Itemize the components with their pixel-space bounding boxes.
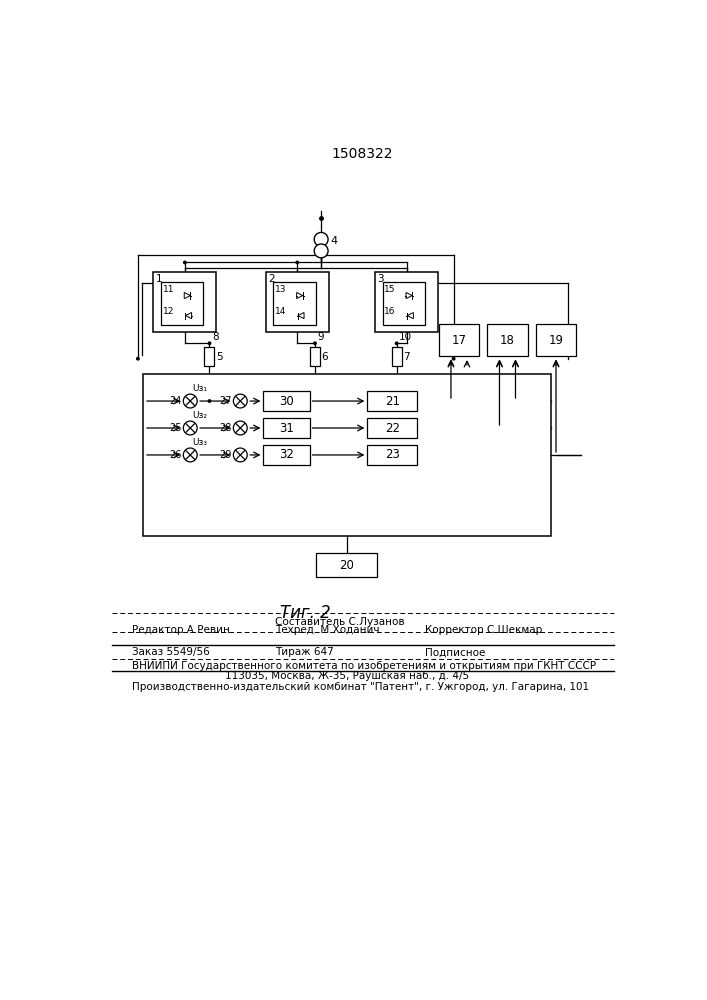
Text: 113035, Москва, Ж-35, Раушская наб., д. 4/5: 113035, Москва, Ж-35, Раушская наб., д. … (225, 671, 469, 681)
Text: 1508322: 1508322 (331, 147, 392, 161)
Text: Производственно-издательский комбинат "Патент", г. Ужгород, ул. Гагарина, 101: Производственно-издательский комбинат "П… (132, 682, 590, 692)
Text: 7: 7 (403, 352, 410, 362)
Text: Техред  М.Ходанич: Техред М.Ходанич (275, 625, 380, 635)
Text: 30: 30 (279, 395, 294, 408)
Text: 9: 9 (317, 332, 324, 342)
Bar (487, 324, 527, 356)
Bar (264, 418, 310, 438)
Text: 19: 19 (549, 334, 563, 347)
Bar (375, 272, 438, 332)
Text: 11: 11 (163, 285, 174, 294)
Text: 22: 22 (385, 422, 400, 434)
Text: 29: 29 (219, 450, 232, 460)
Text: Uз₃: Uз₃ (192, 438, 206, 447)
Bar (316, 553, 378, 577)
Text: Uз₁: Uз₁ (192, 384, 206, 393)
Circle shape (183, 261, 187, 264)
Text: 1: 1 (156, 274, 162, 284)
Circle shape (208, 399, 211, 403)
Bar (439, 324, 479, 356)
Text: 5: 5 (216, 352, 223, 362)
Polygon shape (406, 292, 412, 299)
Text: 15: 15 (385, 285, 396, 294)
Bar (264, 445, 310, 465)
Bar (264, 391, 310, 411)
Text: 4: 4 (330, 235, 337, 245)
Circle shape (452, 357, 455, 361)
Text: 6: 6 (322, 352, 328, 362)
Bar (310, 347, 320, 366)
Text: 27: 27 (219, 396, 232, 406)
Text: 17: 17 (452, 334, 467, 347)
Circle shape (314, 232, 328, 246)
Text: 23: 23 (385, 448, 399, 461)
Text: ВНИИПИ Государственного комитета по изобретениям и открытиям при ГКНТ СССР: ВНИИПИ Государственного комитета по изоб… (132, 661, 597, 671)
Circle shape (183, 448, 197, 462)
Text: 32: 32 (279, 448, 294, 461)
Bar (161, 282, 204, 325)
Text: 8: 8 (212, 332, 218, 342)
Text: Тираж 647: Тираж 647 (275, 647, 334, 657)
Circle shape (208, 341, 211, 345)
Bar (368, 445, 417, 465)
Circle shape (183, 421, 197, 435)
Polygon shape (185, 312, 192, 319)
Bar (382, 282, 425, 325)
Text: 28: 28 (219, 423, 232, 433)
Circle shape (233, 394, 247, 408)
Polygon shape (407, 312, 414, 319)
Circle shape (233, 421, 247, 435)
Circle shape (313, 341, 317, 345)
Circle shape (136, 357, 140, 361)
Text: Заказ 5549/56: Заказ 5549/56 (132, 647, 210, 657)
Bar (266, 272, 329, 332)
Circle shape (314, 244, 328, 258)
Polygon shape (298, 312, 304, 319)
Text: 13: 13 (275, 285, 286, 294)
Text: Корректор С.Шекмар: Корректор С.Шекмар (425, 625, 542, 635)
Text: Редактор А.Ревин: Редактор А.Ревин (132, 625, 230, 635)
Text: Uз₂: Uз₂ (192, 411, 206, 420)
Text: 24: 24 (170, 396, 182, 406)
Bar (368, 418, 417, 438)
Text: 2: 2 (268, 274, 274, 284)
Text: 16: 16 (385, 307, 396, 316)
Text: Подписное: Подписное (425, 647, 486, 657)
Text: 25: 25 (169, 423, 182, 433)
Text: Составитель С.Лузанов: Составитель С.Лузанов (275, 617, 404, 627)
Polygon shape (297, 292, 303, 299)
Text: 12: 12 (163, 307, 174, 316)
Bar (536, 324, 576, 356)
Circle shape (233, 448, 247, 462)
Bar (274, 282, 316, 325)
Circle shape (183, 394, 197, 408)
Circle shape (395, 341, 399, 345)
Bar (204, 347, 214, 366)
Text: 3: 3 (378, 274, 384, 284)
Text: 21: 21 (385, 395, 400, 408)
Text: Τиг. 2: Τиг. 2 (281, 604, 331, 622)
Text: 20: 20 (339, 559, 354, 572)
Text: 14: 14 (275, 307, 286, 316)
Text: 31: 31 (279, 422, 294, 434)
Text: 10: 10 (399, 332, 412, 342)
Bar (143, 374, 551, 536)
Bar (392, 347, 402, 366)
Bar (153, 272, 216, 332)
Bar (368, 391, 417, 411)
Polygon shape (185, 292, 190, 299)
Text: 26: 26 (170, 450, 182, 460)
Circle shape (296, 261, 299, 264)
Text: 18: 18 (500, 334, 515, 347)
